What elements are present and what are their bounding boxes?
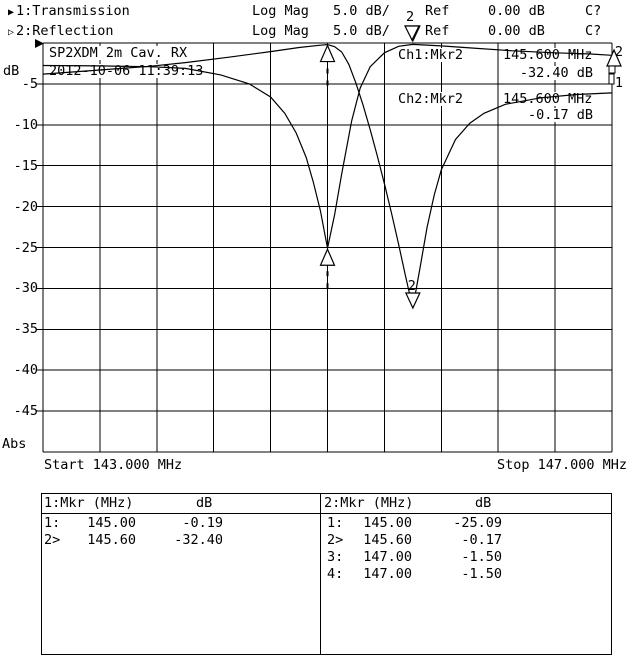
channel1-cal-status: C? [585, 3, 602, 19]
table2-row2-freq: 145.60 [363, 532, 412, 548]
readout-ch1-value: -32.40 dB [503, 66, 593, 80]
table2-row4-id: 4: [327, 566, 344, 582]
y-tick-label: -30 [13, 280, 38, 297]
marker1-transmission-symbol [319, 44, 336, 63]
y-axis-label: dB [3, 63, 20, 79]
abs-scale-label: Abs [2, 436, 27, 452]
channel2-format: Log Mag [252, 23, 309, 39]
table1-db-header: dB [196, 495, 213, 511]
table1-title: 1:Mkr (MHz) [44, 495, 134, 511]
readout-ch2-value: -0.17 dB [503, 108, 593, 122]
channel2-ref-label: Ref [425, 23, 450, 39]
table1-row2-freq: 145.60 [87, 532, 136, 548]
y-tick-label: -25 [13, 239, 38, 256]
table2-row3-freq: 147.00 [363, 549, 412, 565]
y-tick-label: -35 [13, 321, 38, 338]
readout-ch2-marker: Ch2:Mkr2 [398, 91, 464, 107]
marker2-flag-label: 2 [406, 9, 415, 25]
channel1-format: Log Mag [252, 3, 309, 19]
chart-timestamp: 2012-10-06 11:39:13 [49, 63, 204, 79]
edge-marker-2-symbol [606, 48, 622, 67]
table2-row1-freq: 145.00 [363, 515, 412, 531]
y-tick-label: -15 [13, 157, 38, 174]
readout-ch2-frequency: 145.600 MHz [503, 91, 593, 107]
stop-frequency-label: Stop 147.000 MHz [496, 457, 627, 473]
y-tick-label: -20 [13, 198, 38, 215]
channel1-ref-value: 0.00 dB [488, 3, 545, 19]
y-tick-label: -45 [13, 403, 38, 420]
table2-row4-freq: 147.00 [363, 566, 412, 582]
table2-db-header: dB [475, 495, 492, 511]
edge-marker-1-symbol [608, 65, 616, 74]
marker-stimulus-dash [326, 271, 329, 277]
channel1-ref-label: Ref [425, 3, 450, 19]
marker2-reflection-symbol [404, 25, 421, 43]
y-tick-label: -40 [13, 362, 38, 379]
readout-ch1-marker: Ch1:Mkr2 [398, 47, 464, 63]
table2-row1-id: 1: [327, 515, 344, 531]
ref-position-arrow-icon [35, 39, 44, 48]
y-tick-label: -5 [21, 75, 38, 92]
readout-ch1-frequency: 145.600 MHz [503, 47, 593, 63]
table1-row2-db: -32.40 [174, 532, 223, 548]
transmission-trace [42, 43, 613, 309]
edge-marker-1-symbol [608, 73, 615, 85]
marker2-transmission-symbol [404, 292, 421, 310]
marker-stimulus-dash [326, 68, 329, 74]
marker-table-header-rule [41, 513, 612, 514]
table1-row1-freq: 145.00 [87, 515, 136, 531]
channel2-scale: 5.0 dB/ [333, 23, 390, 39]
table2-row3-id: 3: [327, 549, 344, 565]
channel1-active-arrow-icon: ▶ [8, 7, 15, 18]
channel2-ref-value: 0.00 dB [488, 23, 545, 39]
channel1-label: 1:Transmission [16, 3, 130, 19]
marker-table-divider [320, 493, 321, 655]
marker-table-frame [41, 493, 612, 655]
table1-row2-id: 2> [44, 532, 61, 548]
marker2-transmission-label: 2 [408, 278, 416, 294]
channel2-cal-status: C? [585, 23, 602, 39]
y-tick-label: -10 [13, 116, 38, 133]
table2-row4-db: -1.50 [461, 566, 502, 582]
marker-stimulus-dash [326, 283, 329, 289]
table1-row1-id: 1: [44, 515, 61, 531]
table1-row1-db: -0.19 [182, 515, 223, 531]
edge-marker-1-label: 1 [615, 75, 623, 91]
table2-row1-db: -25.09 [453, 515, 502, 531]
edge-marker-2-label: 2 [615, 44, 623, 60]
marker-stimulus-dash [326, 80, 329, 86]
table2-row3-db: -1.50 [461, 549, 502, 565]
table2-row2-id: 2> [327, 532, 344, 548]
channel1-scale: 5.0 dB/ [333, 3, 390, 19]
marker1-reflection-symbol [319, 247, 336, 266]
start-frequency-label: Start 143.000 MHz [44, 457, 183, 473]
marker2-flag-icon [404, 25, 420, 42]
table2-title: 2:Mkr (MHz) [324, 495, 414, 511]
table2-row2-db: -0.17 [461, 532, 502, 548]
channel2-inactive-arrow-icon: ▷ [8, 27, 15, 38]
channel2-label: 2:Reflection [16, 23, 114, 39]
chart-title: SP2XDM 2m Cav. RX [49, 45, 188, 61]
